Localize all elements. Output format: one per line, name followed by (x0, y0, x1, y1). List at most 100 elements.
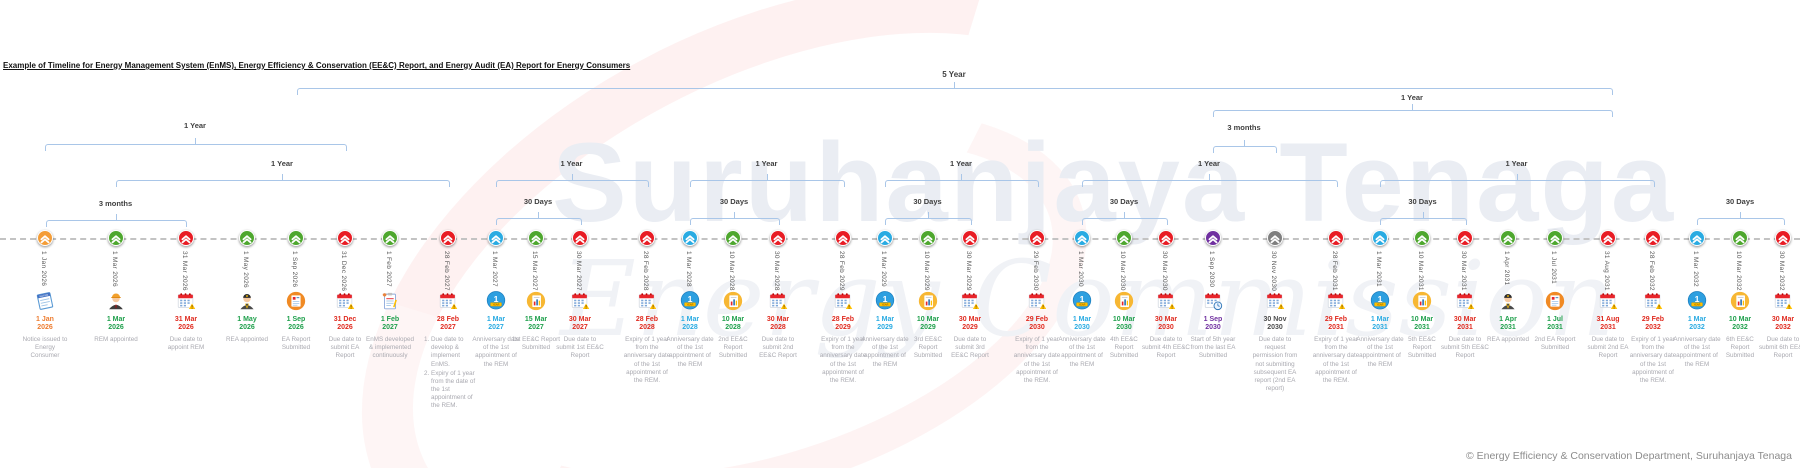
span-bracket-tick (1422, 212, 1424, 218)
milestone-description: REA appointed (225, 336, 268, 343)
double-chevron-up-icon (111, 235, 121, 244)
milestone-date-label: 30 Nov 2030 (1263, 316, 1287, 332)
timeline-axis (0, 238, 1800, 240)
milestone-dot (1689, 230, 1705, 246)
span-label: 30 Days (523, 197, 553, 206)
span-bracket-tick (734, 212, 735, 218)
milestone-description: Expiry of 1 year from the anniversary da… (1629, 336, 1677, 384)
milestone-dot (1732, 230, 1748, 246)
milestone-dot (382, 230, 398, 246)
milestone-date-label: 10 Mar 2028 (721, 316, 745, 332)
milestone-date-label: 1 Sep 2030 (1203, 316, 1223, 332)
milestone-date-rotated: 1 Mar 2027 (491, 251, 498, 287)
milestone-date-rotated: 31 Aug 2031 (1603, 251, 1610, 291)
milestone-date-rotated: 1 Sep 2030 (1208, 251, 1215, 288)
milestone-date-label: 10 Mar 2030 (1112, 316, 1136, 332)
reportea-icon (1544, 290, 1566, 312)
double-chevron-up-icon (642, 235, 652, 244)
span-bracket (1697, 218, 1785, 225)
reporteec-icon (1411, 290, 1433, 312)
double-chevron-up-icon (965, 235, 975, 244)
milestone-dot (682, 230, 698, 246)
milestone-dot (528, 230, 544, 246)
milestone-date-rotated: 30 Mar 2028 (773, 251, 780, 291)
milestone-description: Due date to submit 2nd EE&C Report (759, 336, 797, 360)
double-chevron-up-icon (1208, 235, 1218, 244)
milestone-dot (1158, 230, 1174, 246)
reportea-icon (285, 290, 307, 312)
milestone-date-rotated: 1 Mar 2029 (880, 251, 887, 287)
milestone-date-label: 29 Feb 2032 (1641, 316, 1665, 332)
notice-icon (34, 290, 56, 312)
double-chevron-up-icon (340, 235, 350, 244)
double-chevron-up-icon (1417, 235, 1427, 244)
milestone-dot (1328, 230, 1344, 246)
span-label: 3 months (98, 199, 133, 208)
milestone-dot (1267, 230, 1283, 246)
milestone-description: 3rd EE&C Report Submitted (913, 336, 943, 360)
double-chevron-up-icon (1550, 235, 1560, 244)
watermark-suruhanjaya-tenaga: Suruhanjaya Tenaga (552, 120, 1676, 245)
span-label: 1 Year (184, 121, 206, 130)
milestone-description: 5th EE&C Report Submitted (1407, 336, 1437, 360)
span-bracket-tick (766, 174, 768, 180)
milestone-dot (108, 230, 124, 246)
span-label: 3 months (1227, 123, 1261, 132)
milestone-date-rotated: 31 Mar 2026 (181, 251, 188, 291)
milestone-description: Due date to submit EA Report (328, 336, 362, 360)
milestone-date-rotated: 10 Mar 2028 (728, 251, 735, 291)
milestone-date-rotated: 28 Feb 2029 (838, 251, 845, 291)
milestone-date-label: 30 Mar 2032 (1771, 316, 1795, 332)
span-bracket-tick (571, 174, 573, 180)
anniv-icon (1369, 290, 1391, 312)
double-chevron-up-icon (242, 235, 252, 244)
anniv-icon (1686, 290, 1708, 312)
milestone-description: EA Report Submitted (281, 336, 311, 352)
milestone-date-rotated: 30 Nov 2030 (1270, 251, 1277, 292)
span-bracket-tick (1412, 104, 1413, 110)
milestone-date-label: 1 Feb 2027 (380, 316, 400, 332)
span-bracket (496, 180, 649, 187)
span-bracket-tick (1209, 174, 1210, 180)
span-bracket (1082, 218, 1168, 225)
milestone-date-rotated: 10 Mar 2032 (1735, 251, 1742, 291)
milestone-date-rotated: 28 Feb 2031 (1331, 251, 1338, 291)
milestone-description: Due date to submit 5th EE&C Report (1441, 336, 1489, 360)
milestone-dot (920, 230, 936, 246)
milestone-date-rotated: 1 Mar 2030 (1077, 251, 1084, 287)
calwarn-icon (1597, 290, 1619, 312)
milestone-dot (1457, 230, 1473, 246)
milestone-date-label: 15 Mar 2027 (524, 316, 548, 332)
milestone-date-rotated: 28 Feb 2032 (1648, 251, 1655, 291)
milestone-dot (1547, 230, 1563, 246)
calwarn-icon (1155, 290, 1177, 312)
milestone-dot (178, 230, 194, 246)
double-chevron-up-icon (1503, 235, 1513, 244)
milestone-date-rotated: 31 Dec 2026 (340, 251, 347, 292)
milestone-date-rotated: 10 Mar 2030 (1119, 251, 1126, 291)
milestone-dot (1645, 230, 1661, 246)
milestone-dot (1775, 230, 1791, 246)
double-chevron-up-icon (1735, 235, 1745, 244)
span-bracket (496, 218, 582, 225)
milestone-description: Anniversary date of the 1st appointment … (1673, 336, 1721, 368)
milestone-dot (639, 230, 655, 246)
span-label: 1 Year (271, 159, 293, 168)
span-label: 1 Year (1505, 159, 1528, 168)
milestone-date-label: 30 Mar 2029 (958, 316, 982, 332)
span-label: 5 Year (942, 70, 966, 79)
milestone-date-rotated: 1 Jan 2026 (40, 251, 47, 287)
milestone-dot (1500, 230, 1516, 246)
span-label: 1 Year (950, 159, 972, 168)
milestone-dot (1205, 230, 1221, 246)
calwarn-icon (832, 290, 854, 312)
rea-icon (1497, 290, 1519, 312)
milestone-dot (1372, 230, 1388, 246)
double-chevron-up-icon (838, 235, 848, 244)
span-bracket (45, 144, 347, 151)
reporteec-icon (917, 290, 939, 312)
milestone-date-label: 1 Mar 2027 (486, 316, 506, 332)
calwarn-icon (437, 290, 459, 312)
clipboard-icon (379, 290, 401, 312)
